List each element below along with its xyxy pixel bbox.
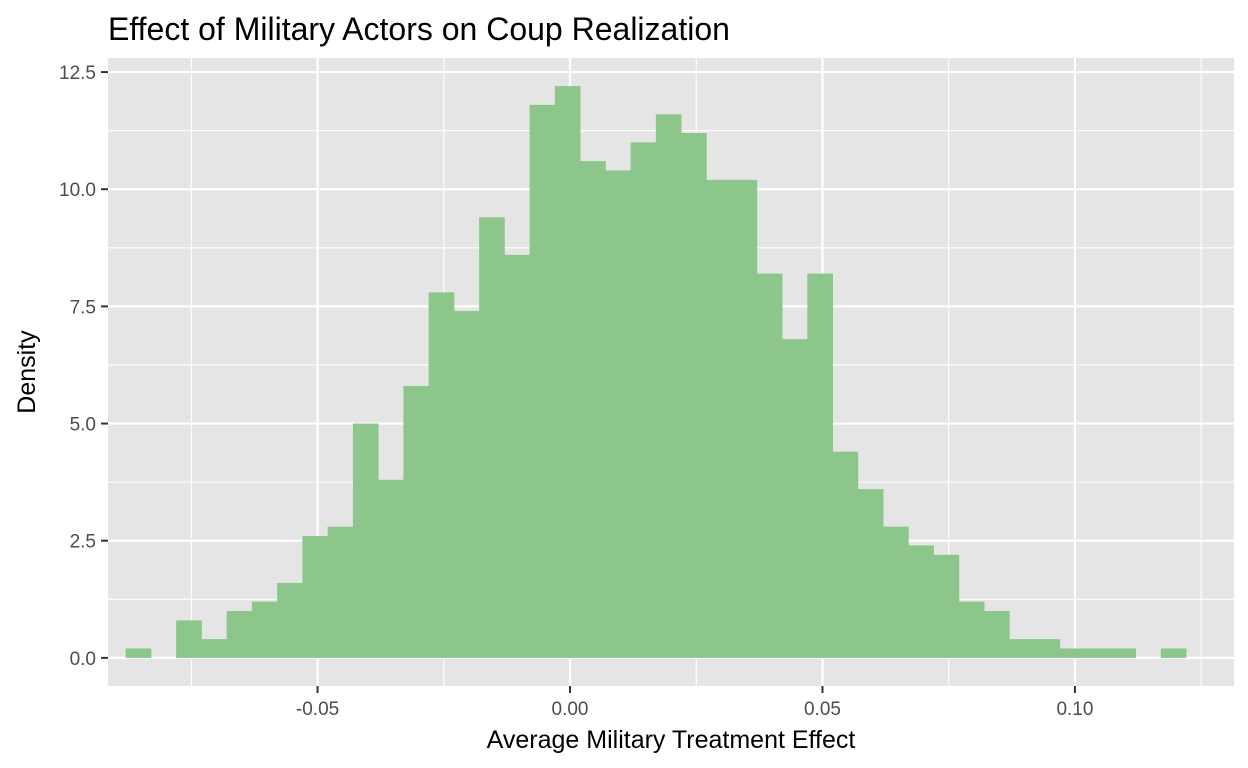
histogram-bar (731, 179, 758, 658)
x-axis-title: Average Military Treatment Effect (487, 726, 856, 754)
histogram-bar (529, 104, 556, 658)
y-axis-title: Density (13, 330, 41, 414)
y-tick-label: 2.5 (70, 532, 96, 553)
chart-title: Effect of Military Actors on Coup Realiz… (108, 11, 730, 47)
histogram-bar (226, 611, 253, 658)
histogram-bar (630, 142, 657, 658)
x-tick-label: 0.10 (1056, 699, 1093, 720)
x-axis: -0.05 0.00 0.05 0.10 (296, 686, 1093, 720)
histogram-bar (201, 639, 228, 658)
histogram-bar (504, 254, 531, 658)
x-tick-label: 0.00 (552, 699, 589, 720)
histogram-bar (605, 170, 632, 658)
histogram-bar (554, 86, 581, 658)
histogram-bar (453, 311, 480, 658)
histogram-bar (378, 479, 404, 658)
histogram-bar (832, 451, 859, 658)
histogram-bar (327, 526, 354, 658)
histogram-bar (1034, 639, 1061, 658)
histogram-bar (756, 273, 783, 658)
histogram-bar (681, 132, 707, 658)
histogram-bar (176, 620, 202, 658)
histogram-bar (125, 648, 152, 658)
x-tick-label: -0.05 (296, 699, 339, 720)
y-tick-label: 12.5 (59, 63, 96, 84)
histogram-bar (958, 601, 985, 658)
histogram-bar (277, 582, 303, 658)
histogram-bar (908, 545, 934, 658)
y-tick-label: 10.0 (59, 180, 96, 201)
histogram-bar (428, 292, 455, 658)
histogram-bar (251, 601, 278, 658)
y-tick-label: 0.0 (70, 649, 96, 670)
histogram-bar (655, 114, 682, 658)
histogram-bar (883, 526, 909, 658)
y-tick-label: 5.0 (70, 415, 96, 436)
histogram-bar (933, 554, 960, 658)
histogram-bar (580, 161, 606, 658)
histogram-bar (302, 536, 329, 658)
histogram-bars (125, 86, 1187, 658)
histogram-bar (1059, 648, 1086, 658)
histogram-bar (1160, 648, 1187, 658)
histogram-bar (706, 179, 732, 658)
histogram-bar (1009, 639, 1035, 658)
histogram-bar (807, 273, 833, 658)
y-axis: 0.0 2.5 5.0 7.5 10.0 12.5 (59, 63, 108, 670)
y-tick-label: 7.5 (70, 297, 96, 318)
histogram-bar (782, 339, 808, 658)
histogram-bar (403, 386, 430, 658)
histogram-bar (984, 611, 1010, 658)
histogram-bar (1085, 648, 1111, 658)
histogram-bar (1110, 648, 1136, 658)
histogram-bar (479, 217, 505, 658)
histogram-bar (352, 423, 379, 658)
x-tick-label: 0.05 (804, 699, 841, 720)
histogram-bar (857, 489, 884, 658)
